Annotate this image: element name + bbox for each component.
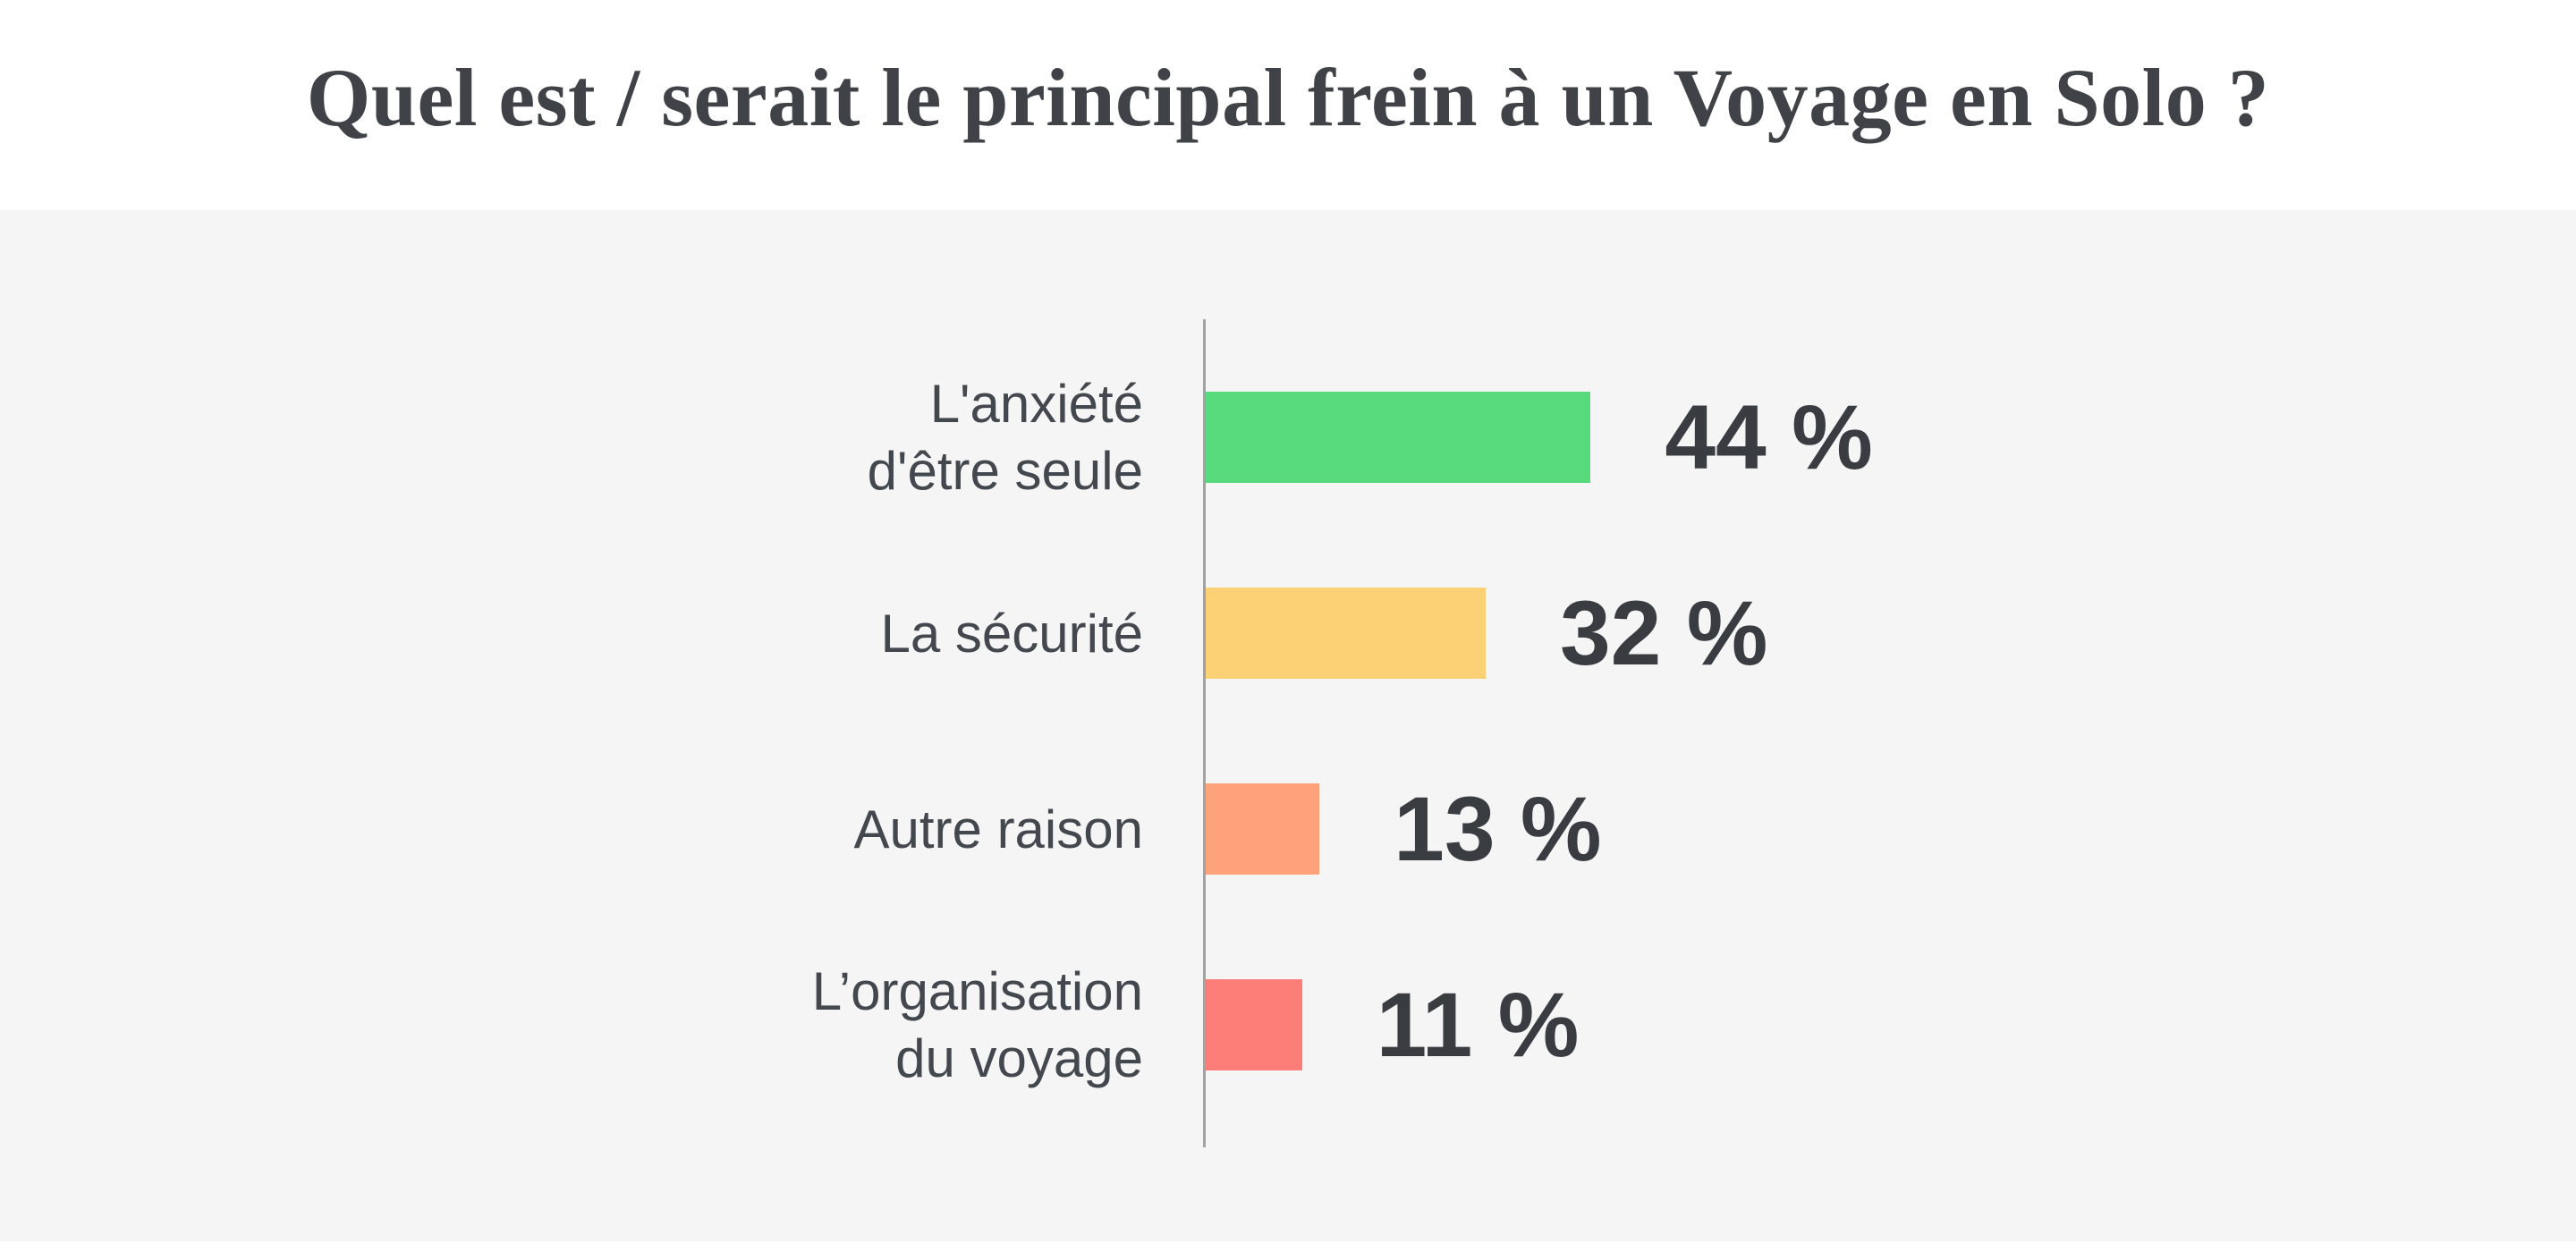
bar-label-autre-raison: Autre raison (0, 783, 1144, 875)
bar-value: 11 % (1376, 973, 1580, 1076)
bar-row: 44 % (1206, 386, 2080, 488)
bar-label-line: du voyage (895, 1028, 1143, 1088)
header: Quel est / serait le principal frein à u… (0, 0, 2576, 210)
bar-value: 44 % (1665, 385, 1873, 488)
chart-area: L'anxiété d'être seule 44 % La sécurité … (0, 210, 2576, 1241)
bar-label-organisation: L’organisation du voyage (0, 961, 1143, 1088)
bar-securite (1206, 588, 1486, 679)
bar-label-line: Autre raison (853, 799, 1144, 859)
bar-row: 11 % (1206, 974, 2080, 1076)
y-axis-line (1203, 319, 1206, 1147)
bar-label-line: L'anxiété (929, 374, 1143, 434)
bar-label-anxiete: L'anxiété d'être seule (0, 374, 1143, 501)
bar-autre-raison (1206, 783, 1320, 875)
bar-label-line: d'être seule (867, 441, 1143, 501)
bar-label-line: L’organisation (811, 961, 1143, 1021)
bar-label-line: La sécurité (880, 603, 1144, 664)
bar-row: 32 % (1206, 582, 2080, 684)
bar-value: 13 % (1394, 777, 1602, 880)
bar-organisation (1206, 979, 1302, 1070)
footer-strip (0, 1241, 2576, 1252)
chart-title: Quel est / serait le principal frein à u… (306, 51, 2270, 143)
bar-anxiete (1206, 392, 1591, 483)
bar-label-securite: La sécurité (0, 588, 1144, 679)
bar-row: 13 % (1206, 778, 2080, 880)
bar-value: 32 % (1559, 581, 1768, 684)
